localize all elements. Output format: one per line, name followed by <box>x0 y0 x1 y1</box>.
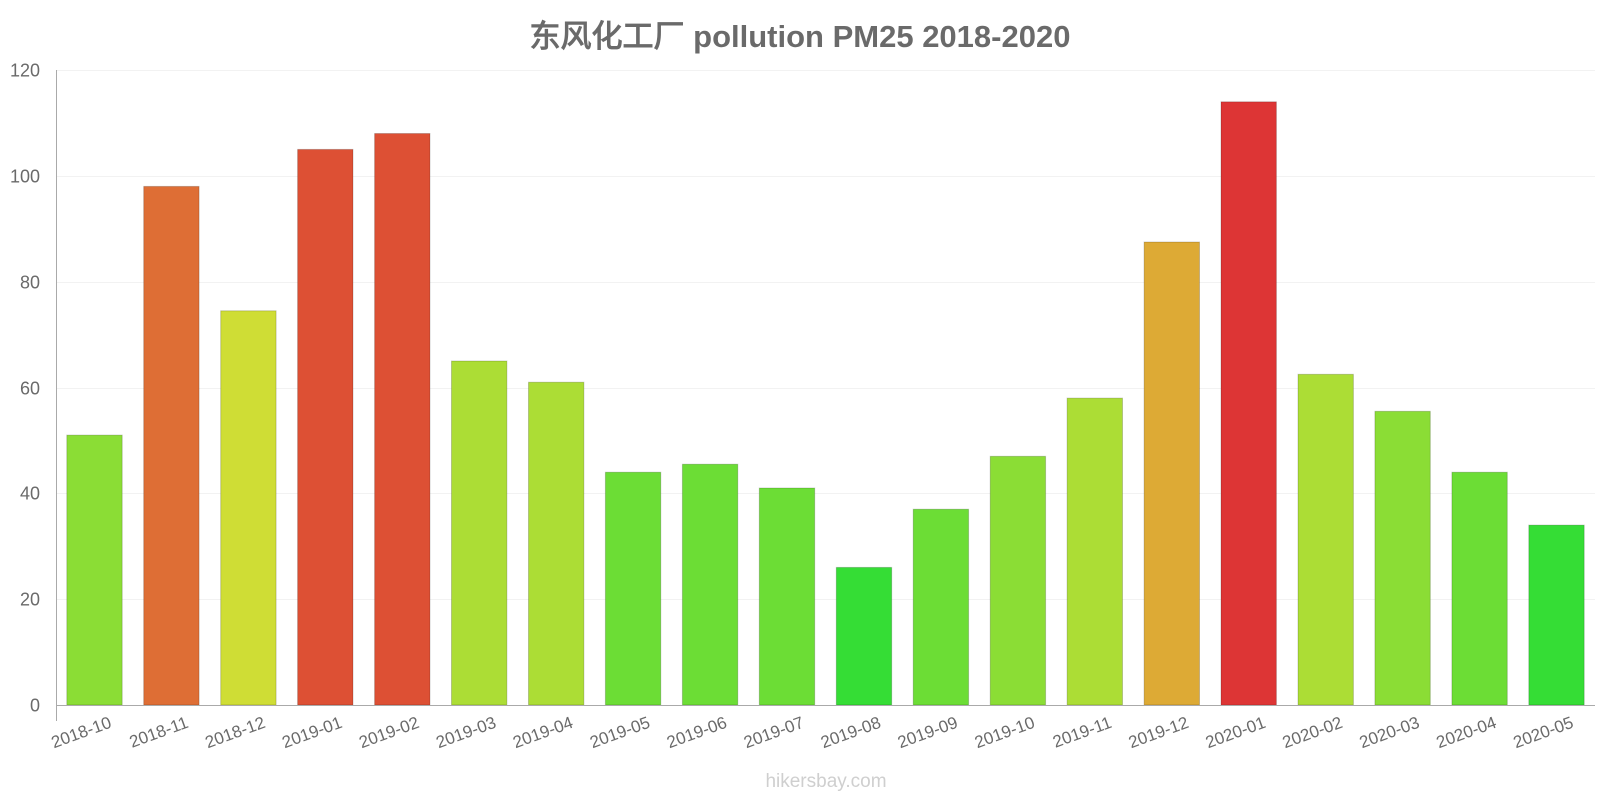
y-tick-label: 20 <box>20 590 40 610</box>
y-tick-label: 0 <box>30 696 40 716</box>
x-tick-label: 2019-06 <box>664 713 729 752</box>
y-tick-label: 60 <box>20 379 40 399</box>
bar-2019-08 <box>835 566 893 706</box>
bar-2019-04 <box>528 381 585 706</box>
bar-2020-04 <box>1451 471 1508 706</box>
bar-2019-10 <box>989 455 1047 706</box>
x-tick-label: 2019-05 <box>587 713 652 752</box>
bar-2018-10 <box>66 434 123 706</box>
bar-2020-03 <box>1374 410 1431 706</box>
x-tick-label: 2019-10 <box>972 713 1037 752</box>
bar-2019-09 <box>912 508 970 706</box>
y-tick-label: 100 <box>10 167 40 187</box>
bar-2019-05 <box>604 471 662 706</box>
bar-2019-02 <box>374 133 431 706</box>
x-tick-label: 2020-04 <box>1434 713 1499 752</box>
x-tick-label: 2018-12 <box>203 713 268 752</box>
bar-2019-11 <box>1066 397 1123 706</box>
axes <box>56 70 1595 721</box>
chart-title: 东风化工厂 pollution PM25 2018-2020 <box>530 19 1071 54</box>
bar-2019-12 <box>1143 241 1200 706</box>
x-tick-label: 2019-11 <box>1050 713 1114 752</box>
x-tick-label: 2019-03 <box>433 713 498 752</box>
bar-2019-01 <box>297 148 354 706</box>
gridlines <box>56 70 1595 600</box>
x-tick-label: 2018-10 <box>49 713 114 752</box>
bar-2019-06 <box>681 463 739 706</box>
x-tick-label: 2019-07 <box>741 713 806 752</box>
x-tick-label: 2019-12 <box>1126 713 1191 752</box>
x-tick-label: 2018-11 <box>127 713 191 752</box>
bar-2018-11 <box>143 185 200 706</box>
x-tick-label: 2019-08 <box>818 713 883 752</box>
x-tick-label: 2020-05 <box>1511 713 1576 752</box>
y-tick-labels: 0 20 40 60 80 100 120 <box>10 61 40 716</box>
bar-2020-02 <box>1297 373 1354 706</box>
x-tick-label: 2019-01 <box>280 713 345 752</box>
x-tick-label: 2020-01 <box>1203 713 1268 752</box>
bars <box>66 101 1585 706</box>
y-tick-label: 120 <box>10 61 40 81</box>
bar-2019-07 <box>758 487 816 706</box>
x-tick-label: 2020-02 <box>1280 713 1345 752</box>
x-tick-labels: 2018-10 2018-11 2018-12 2019-01 2019-02 2019-… <box>49 713 1576 752</box>
x-tick-label: 2019-04 <box>510 713 575 752</box>
x-tick-label: 2019-02 <box>357 713 422 752</box>
source-credit: hikersbay.com <box>765 771 886 792</box>
bar-2020-05 <box>1528 524 1585 706</box>
x-tick-label: 2019-09 <box>895 713 960 752</box>
bar-2019-03 <box>451 360 508 706</box>
x-tick-label: 2020-03 <box>1357 713 1422 752</box>
y-tick-label: 40 <box>20 484 40 504</box>
bar-2020-01 <box>1220 101 1277 706</box>
y-tick-label: 80 <box>20 273 40 293</box>
bar-2018-12 <box>220 310 277 706</box>
